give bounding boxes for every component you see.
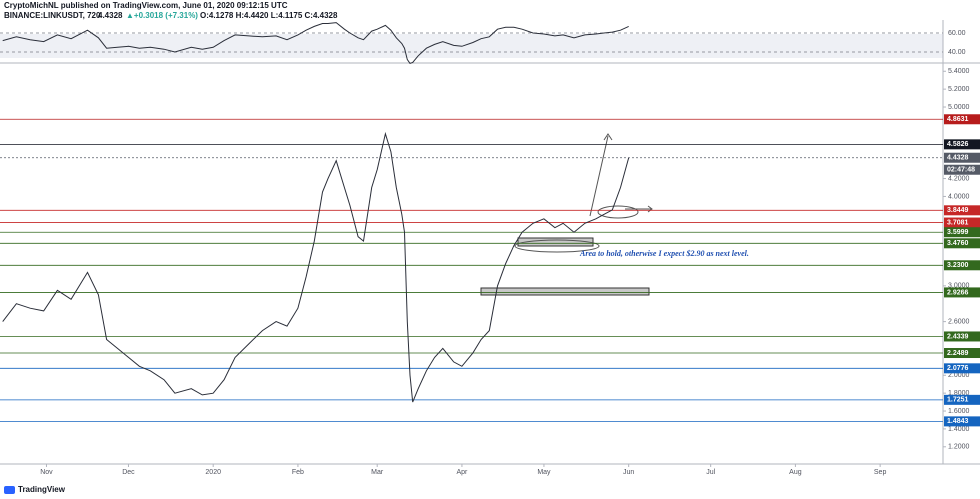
y-tick-label: 1.8000 xyxy=(948,390,970,397)
level-label: 1.4843 xyxy=(947,418,969,425)
x-tick-label: Mar xyxy=(371,469,384,476)
level-label: 2.9266 xyxy=(947,289,969,296)
level-label: 2.2489 xyxy=(947,350,969,357)
countdown: 02:47:48 xyxy=(947,167,975,174)
level-label: 3.5999 xyxy=(947,229,969,236)
level-tag xyxy=(944,114,980,125)
y-tick-label: 1.6000 xyxy=(948,408,970,415)
price-line xyxy=(2,131,630,403)
rsi-line xyxy=(2,22,629,64)
level-tag xyxy=(944,217,980,228)
level-tag xyxy=(944,152,980,163)
level-tag xyxy=(944,205,980,216)
x-tick-label: Aug xyxy=(789,469,802,476)
level-tag xyxy=(944,348,980,359)
level-label: 4.4328 xyxy=(947,155,969,162)
arrow xyxy=(625,205,653,213)
level-label: 4.8631 xyxy=(947,116,969,123)
level-label: 3.2300 xyxy=(947,262,969,269)
rsi-tick-label: 60.00 xyxy=(948,30,966,37)
y-tick-label: 4.2000 xyxy=(948,175,970,182)
level-tag xyxy=(944,139,980,150)
level-tag xyxy=(944,363,980,374)
y-tick-label: 1.2000 xyxy=(948,444,970,451)
x-tick-label: 2020 xyxy=(205,469,221,476)
annotation: Area to hold, otherwise I expect $2.90 a… xyxy=(579,249,749,258)
x-tick-label: Sep xyxy=(874,469,887,476)
y-tick-label: 2.6000 xyxy=(948,318,970,325)
level-tag xyxy=(944,227,980,238)
change: ▲+0.3018 (+7.31%) xyxy=(126,11,198,20)
x-tick-label: Dec xyxy=(122,469,135,476)
level-tag xyxy=(944,394,980,405)
level-label: 4.5826 xyxy=(947,141,969,148)
rsi-band xyxy=(0,34,943,58)
level-label: 3.4760 xyxy=(947,240,969,247)
x-tick-label: Jul xyxy=(706,469,715,476)
level-label: 2.0776 xyxy=(947,365,969,372)
level-label: 3.8449 xyxy=(947,207,969,214)
x-tick-label: Nov xyxy=(40,469,53,476)
y-tick-label: 1.4000 xyxy=(948,426,970,433)
rsi-tick-label: 40.00 xyxy=(948,49,966,56)
zone-box xyxy=(480,287,650,296)
y-tick-label: 5.2000 xyxy=(948,86,970,93)
publisher: CryptoMichNL published on TradingView.co… xyxy=(4,1,288,10)
x-tick-label: Feb xyxy=(292,469,304,476)
footer-logo: TradingView xyxy=(18,485,66,494)
symbol: BINANCE:LINKUSDT, 720 xyxy=(4,11,101,20)
ohlc: O:4.1278 H:4.4420 L:4.1175 C:4.4328 xyxy=(200,11,338,20)
level-tag xyxy=(944,260,980,271)
ellipse xyxy=(597,205,639,219)
y-tick-label: 2.0000 xyxy=(948,372,970,379)
ellipse xyxy=(514,239,600,253)
y-tick-label: 5.4000 xyxy=(948,68,970,75)
level-tag xyxy=(944,238,980,249)
logo-icon xyxy=(4,486,15,494)
x-tick-label: May xyxy=(537,469,551,476)
level-tag xyxy=(944,416,980,427)
zone-box xyxy=(517,237,594,247)
level-label: 1.7251 xyxy=(947,397,969,404)
y-tick-label: 5.0000 xyxy=(948,104,970,111)
y-tick-label: 4.0000 xyxy=(948,193,970,200)
x-tick-label: Jun xyxy=(623,469,634,476)
level-tag xyxy=(944,287,980,298)
last-price: 4.4328 xyxy=(98,11,123,20)
arrow xyxy=(589,133,613,217)
level-tag xyxy=(944,331,980,342)
level-label: 2.4339 xyxy=(947,333,969,340)
y-tick-label: 3.0000 xyxy=(948,283,970,290)
x-tick-label: Apr xyxy=(456,469,468,476)
countdown-tag xyxy=(944,164,980,175)
level-label: 3.7081 xyxy=(947,219,969,226)
